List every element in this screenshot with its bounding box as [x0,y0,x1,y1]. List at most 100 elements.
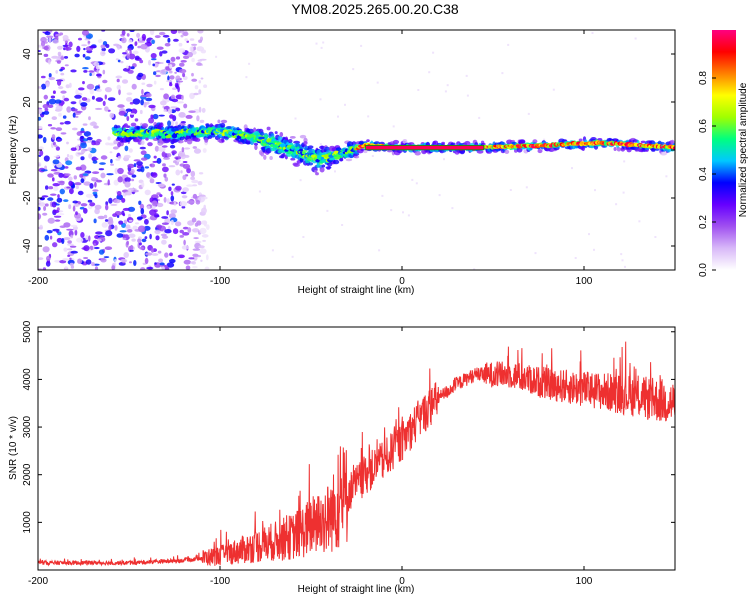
noise-speck [153,71,157,76]
x-tick-label: -100 [210,276,230,287]
noise-speck [94,193,98,199]
noise-speck [173,201,177,206]
signal-halo [537,149,543,154]
noise-speck [117,141,121,148]
noise-speck [507,43,510,46]
signal-halo [339,158,344,162]
noise-speck [75,166,82,171]
noise-speck [74,229,78,236]
noise-speck [451,207,454,210]
noise-speck [94,181,97,188]
noise-speck [60,72,65,76]
noise-speck [104,246,113,250]
signal-halo [113,140,119,145]
noise-speck [149,163,156,168]
noise-speck [415,182,418,185]
noise-speck [153,63,159,68]
signal-halo [171,138,178,143]
noise-speck [87,147,92,152]
noise-speck [172,228,179,235]
noise-speck [89,121,98,127]
noise-speck [92,189,99,192]
noise-speck [82,123,88,126]
noise-speck [110,163,114,166]
noise-speck [121,79,129,84]
noise-speck [44,203,49,207]
noise-speck [320,46,323,49]
noise-speck [121,210,125,216]
noise-speck [43,94,48,100]
noise-speck [137,72,144,77]
noise-speck [139,246,145,250]
noise-speck [38,163,41,167]
noise-speck [43,155,50,162]
noise-speck [69,154,74,160]
noise-speck [111,265,116,270]
noise-speck [110,203,118,206]
noise-speck [70,265,75,269]
noise-speck [126,229,133,233]
noise-speck [143,225,151,231]
noise-speck [117,59,121,63]
noise-speck [159,262,165,266]
noise-speck [191,78,198,82]
noise-speck [136,161,143,166]
noise-speck [180,170,183,174]
noise-speck [175,75,181,82]
noise-speck [133,260,137,266]
noise-speck [180,34,184,38]
noise-speck [205,224,210,231]
noise-speck [86,83,95,90]
noise-speck [125,108,133,112]
noise-speck [139,146,146,150]
signal-halo [263,154,267,160]
noise-speck [40,36,47,43]
noise-speck [39,224,43,230]
noise-speck [105,204,109,211]
noise-speck [156,224,163,229]
noise-speck [67,248,73,251]
noise-speck [183,239,186,246]
noise-speck [141,157,148,161]
noise-speck [151,200,158,207]
noise-speck [56,138,62,142]
noise-speck [69,188,74,195]
noise-speck [153,155,157,159]
noise-speck [75,185,80,189]
noise-speck [624,265,626,268]
noise-speck [192,248,201,251]
noise-speck [187,51,193,58]
noise-speck [166,80,173,83]
noise-speck [151,58,157,61]
noise-speck [392,125,395,128]
noise-speck [79,206,85,210]
noise-speck [181,195,188,199]
snr-ticks: -200 -100 0 100 1000 2000 3000 4000 5000 [22,320,675,587]
noise-speck [104,106,109,112]
y-tick-label: -20 [22,190,33,205]
noise-speck [634,37,637,40]
noise-speck [93,242,96,247]
noise-speck [100,257,107,263]
snr-series-line [38,341,675,567]
noise-speck [167,37,171,43]
noise-speck [62,115,67,119]
signal-halo [651,148,656,152]
noise-speck [466,94,469,97]
noise-speck [122,237,127,240]
noise-speck [326,209,329,212]
noise-speck [501,72,504,75]
noise-speck [128,219,133,222]
noise-speck [83,47,86,51]
noise-speck [161,266,165,270]
noise-speck [175,185,182,191]
noise-speck [148,104,156,109]
noise-speck [57,194,60,199]
noise-speck [175,169,181,176]
noise-speck [129,261,132,264]
noise-speck [182,163,191,169]
signal-halo [326,166,331,170]
noise-speck [154,145,159,152]
noise-speck [96,69,99,74]
